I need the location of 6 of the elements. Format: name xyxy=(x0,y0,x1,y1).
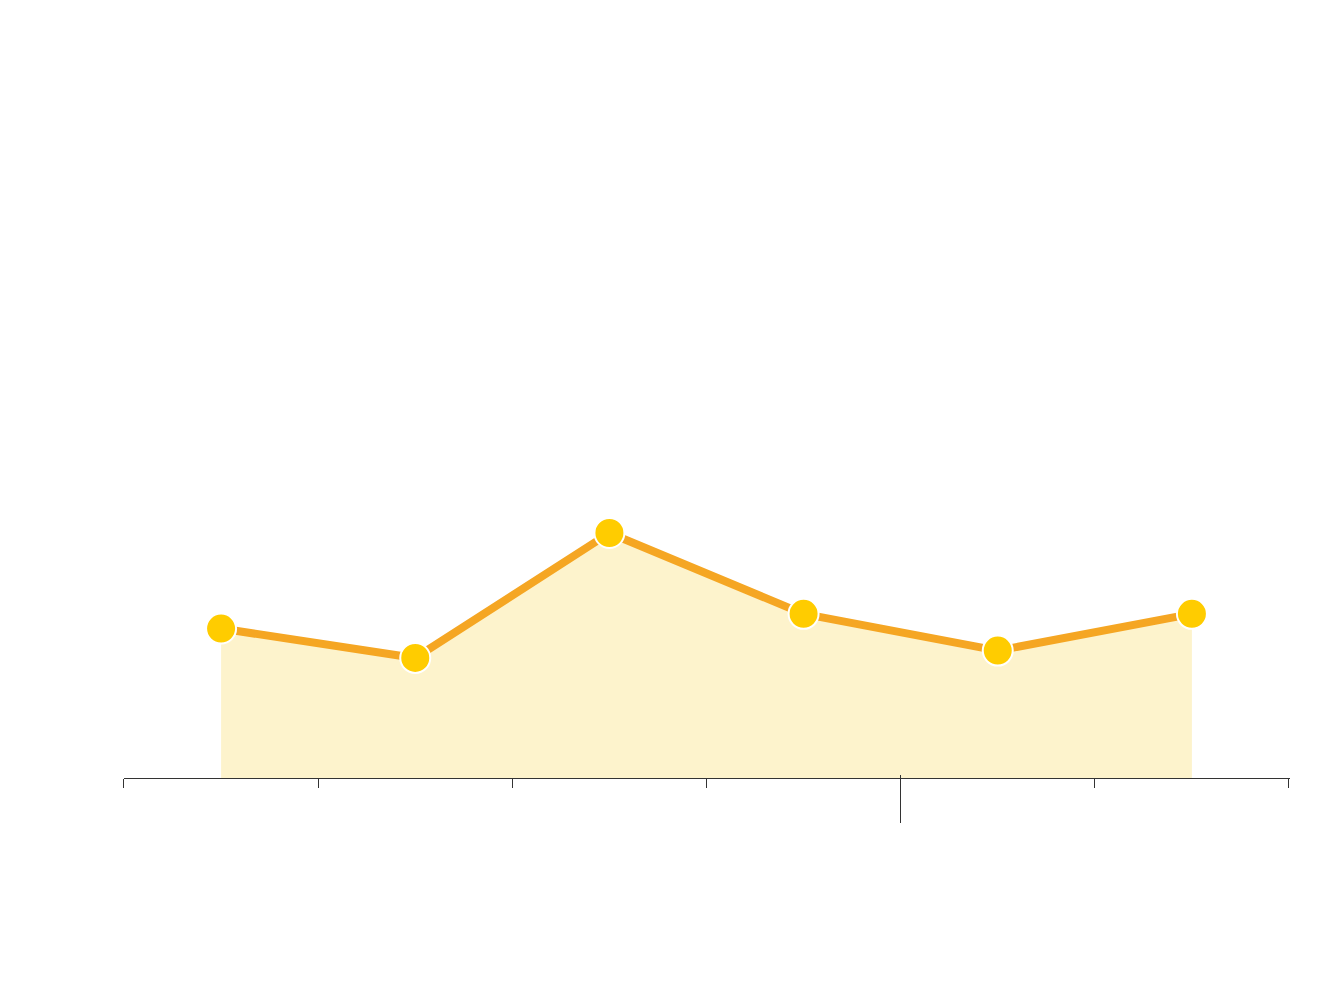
point xyxy=(787,597,820,630)
point xyxy=(593,517,626,549)
point xyxy=(399,641,432,674)
point xyxy=(205,612,238,645)
point xyxy=(981,634,1014,667)
point xyxy=(1175,597,1208,630)
